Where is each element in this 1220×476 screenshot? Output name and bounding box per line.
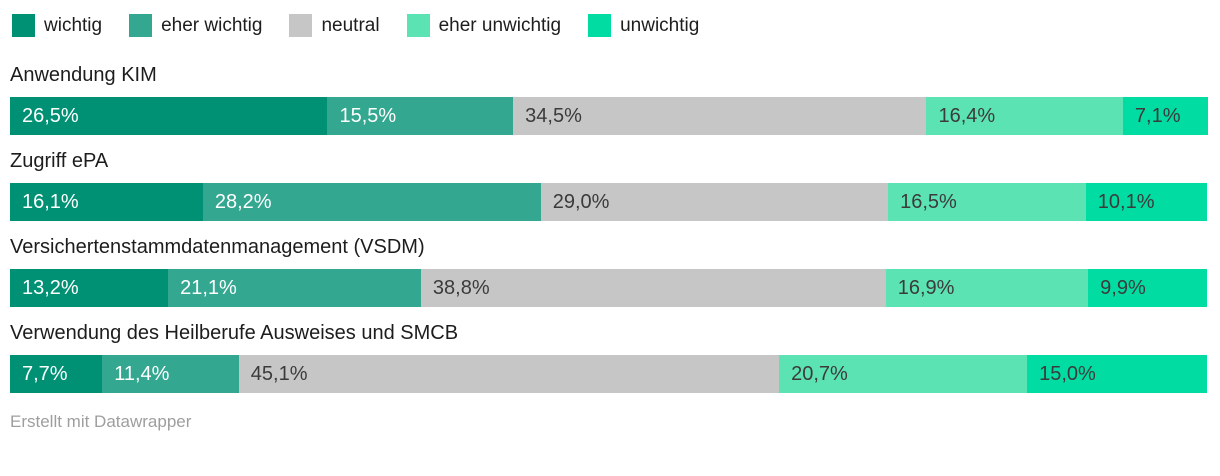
legend-item: neutral xyxy=(289,14,380,37)
bar-segment: 45,1% xyxy=(238,355,780,393)
legend-item-label: unwichtig xyxy=(620,14,700,36)
bar-segment: 16,4% xyxy=(926,97,1123,135)
stacked-bar: 26,5% 15,5% 34,5% 16,4% 7,1% xyxy=(10,97,1208,135)
legend-item-label: neutral xyxy=(321,14,380,36)
legend-item-label: wichtig xyxy=(44,14,103,36)
legend-item: unwichtig xyxy=(588,14,699,37)
bar-segment: 26,5% xyxy=(10,97,328,135)
category-label: Verwendung des Heilberufe Ausweises und … xyxy=(10,322,459,344)
category-row: Anwendung KIM 26,5% 15,5% 34,5% 16,4% 7,1% xyxy=(10,63,1208,135)
bar-segment: 13,2% xyxy=(10,269,169,307)
stacked-bar: 16,1% 28,2% 29,0% 16,5% 10,1% xyxy=(10,183,1208,221)
category-row: Verwendung des Heilberufe Ausweises und … xyxy=(10,321,1208,393)
category-label: Anwendung KIM xyxy=(10,64,157,86)
datawrapper-attribution[interactable]: Erstellt mit Datawrapper xyxy=(10,412,192,431)
stacked-bar-chart: Anwendung KIM 26,5% 15,5% 34,5% 16,4% 7,1% Zug… xyxy=(10,63,1208,393)
legend-item: eher unwichtig xyxy=(406,14,562,37)
stacked-bar: 7,7% 11,4% 45,1% 20,7% 15,0% xyxy=(10,355,1208,393)
bar-segment: 15,5% xyxy=(327,97,514,135)
bar-segment: 15,0% xyxy=(1027,355,1207,393)
bar-segment: 20,7% xyxy=(779,355,1028,393)
bar-segment: 9,9% xyxy=(1088,269,1207,307)
bar-segment: 28,2% xyxy=(202,183,541,221)
legend-item: eher wichtig xyxy=(129,14,262,37)
legend: wichtig eher wichtig neutral eher unwichtig… xyxy=(12,14,1208,37)
legend-swatch-icon xyxy=(406,14,430,37)
category-row: Zugriff ePA 16,1% 28,2% 29,0% 16,5% 10,1% xyxy=(10,149,1208,221)
bar-segment: 7,1% xyxy=(1122,97,1208,135)
legend-item: wichtig xyxy=(12,14,102,37)
bar-segment: 11,4% xyxy=(102,355,239,393)
bar-segment: 16,5% xyxy=(888,183,1086,221)
legend-item-label: eher unwichtig xyxy=(438,14,562,36)
legend-item-label: eher wichtig xyxy=(161,14,263,36)
bar-segment: 21,1% xyxy=(168,269,421,307)
category-row: Versichertenstammdatenmanagement (VSDM) 1… xyxy=(10,235,1208,307)
bar-segment: 34,5% xyxy=(513,97,927,135)
legend-swatch-icon xyxy=(12,14,35,37)
bar-segment: 29,0% xyxy=(540,183,889,221)
category-label: Versichertenstammdatenmanagement (VSDM) xyxy=(10,236,425,258)
stacked-bar: 13,2% 21,1% 38,8% 16,9% 9,9% xyxy=(10,269,1208,307)
legend-swatch-icon xyxy=(289,14,313,37)
bar-segment: 16,9% xyxy=(885,269,1089,307)
legend-swatch-icon xyxy=(588,14,612,37)
bar-segment: 10,1% xyxy=(1085,183,1207,221)
legend-swatch-icon xyxy=(129,14,153,37)
category-label: Zugriff ePA xyxy=(10,150,109,172)
bar-segment: 7,7% xyxy=(10,355,103,393)
bar-segment: 16,1% xyxy=(10,183,203,221)
bar-segment: 38,8% xyxy=(420,269,886,307)
